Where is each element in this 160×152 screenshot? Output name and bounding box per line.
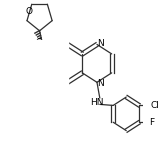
Text: O: O [27, 54, 33, 63]
Text: N: N [23, 70, 30, 79]
Text: Cl: Cl [151, 101, 160, 110]
Bar [11, 40, 68, 93]
Text: O: O [35, 38, 42, 47]
Text: O: O [29, 66, 35, 75]
Text: N: N [97, 79, 104, 88]
Text: O: O [29, 59, 35, 68]
Text: O: O [26, 7, 33, 16]
Text: HN: HN [90, 98, 104, 107]
Text: O: O [16, 83, 23, 92]
Text: O: O [27, 83, 33, 92]
Text: N: N [97, 39, 104, 48]
Text: F: F [149, 118, 154, 127]
Text: N: N [35, 68, 42, 77]
